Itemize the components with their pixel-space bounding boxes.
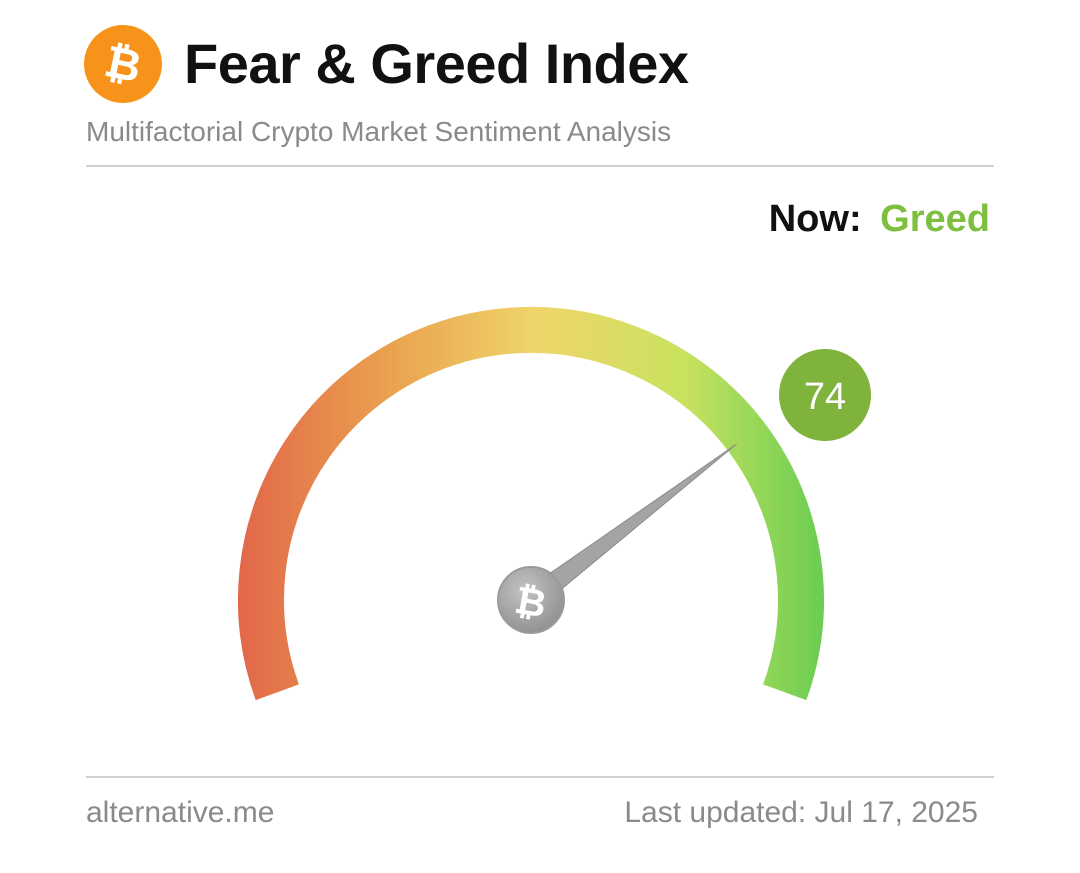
- sentiment-value: Greed: [880, 198, 990, 240]
- footer-divider: [86, 776, 994, 778]
- bitcoin-logo-icon: ₿: [84, 25, 162, 103]
- bitcoin-icon: ₿: [512, 580, 550, 627]
- sentiment-label: Now:: [768, 198, 862, 240]
- source-link[interactable]: alternative.me: [86, 796, 275, 829]
- value-badge-text: 74: [804, 376, 846, 418]
- gauge-arc: [238, 306, 824, 701]
- page-subtitle: Multifactorial Crypto Market Sentiment A…: [86, 116, 672, 147]
- header-divider: [86, 165, 994, 167]
- needle-hub: [497, 566, 565, 634]
- page-title: Fear & Greed Index: [184, 32, 689, 95]
- last-updated: Last updated: Jul 17, 2025: [624, 796, 978, 829]
- current-sentiment: Now: Greed: [769, 194, 990, 244]
- value-badge: [779, 349, 871, 441]
